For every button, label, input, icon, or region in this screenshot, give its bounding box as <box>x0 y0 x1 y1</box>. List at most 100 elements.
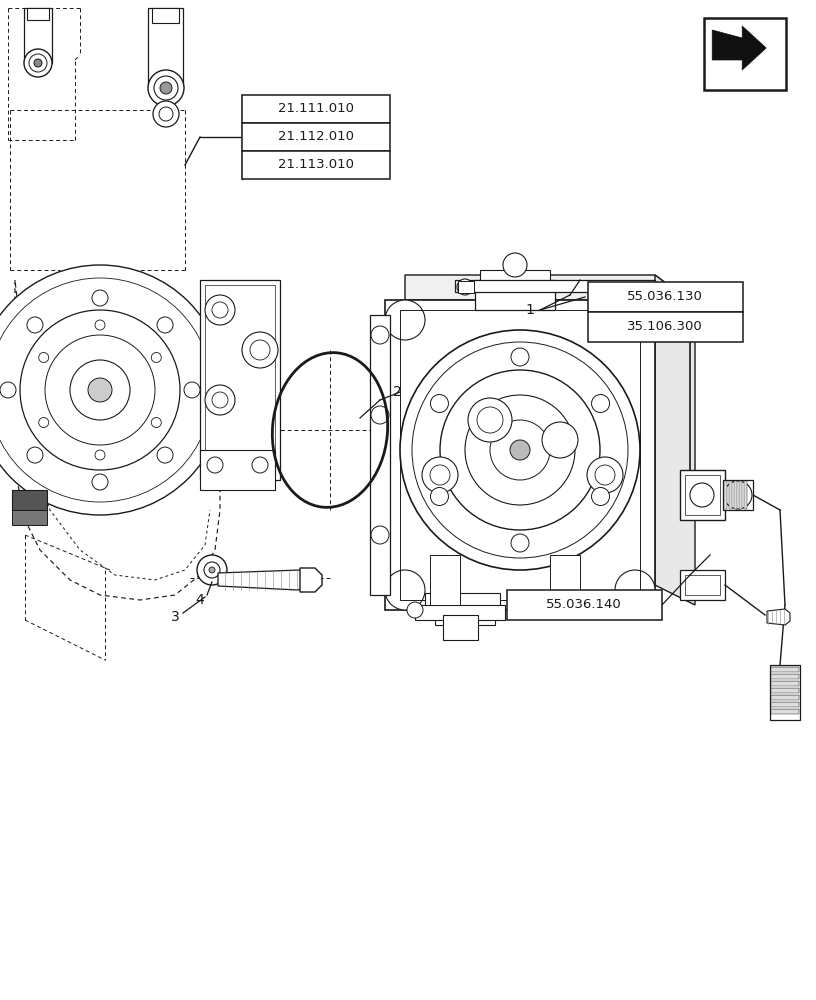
Circle shape <box>595 465 615 485</box>
Circle shape <box>45 335 155 445</box>
Circle shape <box>209 567 215 573</box>
Bar <box>27 8 49 20</box>
Circle shape <box>212 392 228 408</box>
Bar <box>12 490 47 510</box>
Circle shape <box>88 378 112 402</box>
Circle shape <box>70 360 130 420</box>
Circle shape <box>503 253 527 277</box>
Text: 55.036.130: 55.036.130 <box>627 290 703 304</box>
Circle shape <box>587 457 623 493</box>
Bar <box>200 280 280 480</box>
Bar <box>200 450 275 490</box>
Bar <box>152 8 179 23</box>
Bar <box>771 681 799 686</box>
Bar <box>242 123 390 151</box>
Circle shape <box>95 450 105 460</box>
Circle shape <box>0 278 212 502</box>
Bar <box>680 570 725 600</box>
Bar <box>455 280 655 292</box>
Circle shape <box>159 107 173 121</box>
Bar <box>430 555 460 605</box>
Bar <box>24 8 52 63</box>
Bar <box>770 665 800 720</box>
Circle shape <box>412 342 628 558</box>
Circle shape <box>27 447 43 463</box>
Polygon shape <box>712 26 766 70</box>
Circle shape <box>197 555 227 585</box>
Text: 4: 4 <box>196 593 204 607</box>
Bar <box>458 281 474 293</box>
Bar <box>771 667 799 672</box>
Bar <box>588 282 743 312</box>
Circle shape <box>385 570 425 610</box>
Bar <box>771 709 799 714</box>
Circle shape <box>468 398 512 442</box>
Circle shape <box>157 447 173 463</box>
Circle shape <box>422 457 458 493</box>
Text: 3: 3 <box>171 610 180 624</box>
Bar <box>739 481 742 509</box>
Circle shape <box>690 483 714 507</box>
Bar <box>475 280 555 310</box>
Circle shape <box>511 534 529 552</box>
Circle shape <box>430 465 450 485</box>
Circle shape <box>440 370 600 530</box>
Circle shape <box>431 488 449 506</box>
Circle shape <box>0 382 16 398</box>
Bar <box>680 470 725 520</box>
Bar <box>435 610 495 625</box>
Circle shape <box>184 382 200 398</box>
Bar <box>588 312 743 342</box>
Circle shape <box>400 330 640 570</box>
Circle shape <box>34 59 42 67</box>
Circle shape <box>371 526 389 544</box>
Polygon shape <box>300 568 322 592</box>
Circle shape <box>151 418 162 428</box>
Circle shape <box>242 332 278 368</box>
Circle shape <box>151 353 162 362</box>
Circle shape <box>490 420 550 480</box>
Circle shape <box>371 326 389 344</box>
Circle shape <box>207 457 223 473</box>
Bar <box>507 590 662 620</box>
Circle shape <box>153 101 179 127</box>
Bar <box>370 315 390 595</box>
Circle shape <box>204 562 220 578</box>
Bar <box>205 285 275 475</box>
Bar <box>12 510 47 525</box>
Bar <box>723 480 753 510</box>
Bar <box>148 8 183 88</box>
Bar <box>242 95 390 123</box>
Bar <box>685 575 720 595</box>
Circle shape <box>154 76 178 100</box>
Circle shape <box>511 348 529 366</box>
Circle shape <box>148 70 184 106</box>
Bar <box>242 151 390 179</box>
Bar <box>771 674 799 679</box>
Bar <box>685 475 720 515</box>
Text: 21.112.010: 21.112.010 <box>278 130 354 143</box>
Circle shape <box>205 295 235 325</box>
Bar <box>771 688 799 693</box>
Bar <box>724 481 727 509</box>
Circle shape <box>385 300 425 340</box>
Bar <box>425 593 500 613</box>
Bar <box>734 481 737 509</box>
Bar <box>415 605 505 620</box>
Circle shape <box>615 570 655 610</box>
Circle shape <box>29 54 47 72</box>
Text: 1: 1 <box>526 303 534 317</box>
Circle shape <box>431 394 449 412</box>
Circle shape <box>205 385 235 415</box>
Circle shape <box>477 407 503 433</box>
Text: 2: 2 <box>392 385 401 399</box>
Bar <box>729 481 732 509</box>
Circle shape <box>465 395 575 505</box>
Circle shape <box>407 602 423 618</box>
Circle shape <box>617 602 633 618</box>
Circle shape <box>252 457 268 473</box>
Circle shape <box>92 474 108 490</box>
Circle shape <box>27 317 43 333</box>
Bar <box>385 300 655 610</box>
Circle shape <box>457 279 473 295</box>
